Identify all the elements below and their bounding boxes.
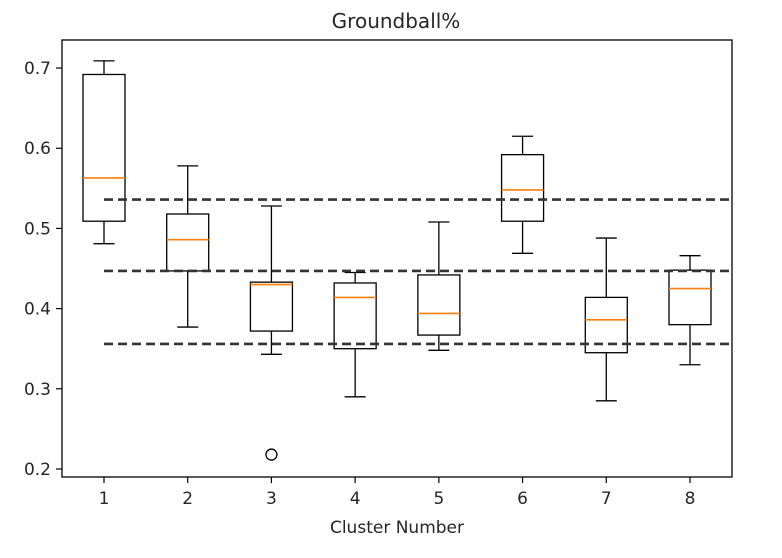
box-iqr bbox=[82, 73, 126, 222]
x-tick-label: 4 bbox=[350, 489, 361, 509]
x-tick-label: 2 bbox=[182, 489, 193, 509]
x-axis-label: Cluster Number bbox=[330, 518, 464, 538]
box-cluster-4 bbox=[333, 271, 377, 398]
box-iqr bbox=[166, 213, 210, 272]
chart-title: Groundball% bbox=[332, 9, 461, 33]
box-iqr bbox=[333, 282, 377, 350]
x-tick-label: 1 bbox=[99, 489, 110, 509]
box-iqr bbox=[417, 274, 461, 336]
box-cluster-7 bbox=[584, 237, 628, 402]
box-iqr bbox=[668, 269, 712, 326]
x-tick-label: 7 bbox=[601, 489, 612, 509]
box-cluster-1 bbox=[82, 60, 126, 245]
x-tick-label: 3 bbox=[266, 489, 277, 509]
box-cluster-3 bbox=[249, 205, 294, 461]
box-iqr bbox=[249, 281, 294, 332]
y-tick-label: 0.4 bbox=[24, 300, 51, 320]
plot-area bbox=[82, 60, 732, 461]
y-tick-label: 0.2 bbox=[24, 460, 51, 480]
y-tick-label: 0.5 bbox=[24, 219, 51, 239]
x-tick-label: 5 bbox=[433, 489, 444, 509]
box-cluster-6 bbox=[500, 135, 545, 254]
plot-frame bbox=[61, 39, 733, 478]
y-tick-label: 0.7 bbox=[24, 59, 51, 79]
x-tick-label: 8 bbox=[685, 489, 696, 509]
box-cluster-5 bbox=[417, 221, 461, 351]
axes: 0.2 0.3 0.4 0.5 0.6 0.7 1 2 3 4 5 6 7 8 bbox=[24, 59, 695, 509]
box-cluster-2 bbox=[166, 165, 210, 328]
y-tick-label: 0.3 bbox=[24, 380, 51, 400]
y-tick-label: 0.6 bbox=[24, 139, 51, 159]
x-tick-label: 6 bbox=[517, 489, 528, 509]
box-iqr bbox=[500, 154, 545, 222]
box-iqr bbox=[584, 296, 628, 354]
outlier-point bbox=[265, 448, 278, 461]
box-cluster-8 bbox=[668, 255, 712, 366]
